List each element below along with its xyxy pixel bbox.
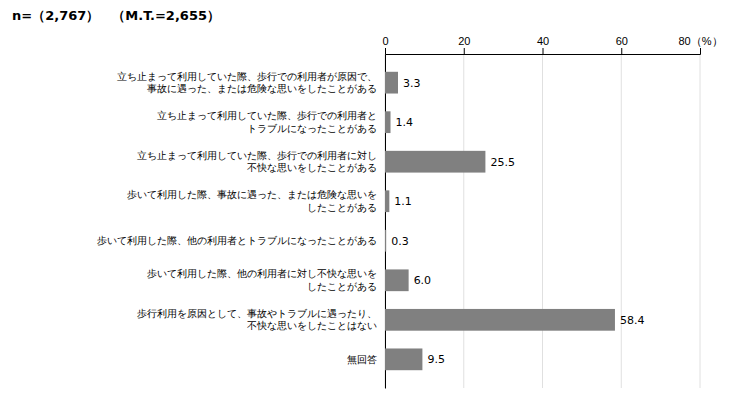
bar [385,230,386,252]
data-label: 58.4 [620,314,645,327]
bar [385,309,615,331]
tick: 80（%） [678,35,722,54]
bar [385,190,389,212]
tick-mark [700,48,701,54]
tick-mark [385,48,386,54]
data-label: 25.5 [490,156,515,169]
tick-mark [543,48,544,54]
category-label: 立ち止まって利用していた際、歩行での利用者に対し不快な思いをしたことがある [137,150,377,174]
bar [385,269,409,291]
axis-line [386,48,701,55]
tick-label: 40 [537,35,549,47]
category-label: 立ち止まって利用していた際、歩行での利用者とトラブルになったことがある [157,110,377,133]
data-label: 6.0 [414,274,432,287]
tick: 歩いて利用した際、他の利用者とトラブルになったことがある [97,235,385,246]
tick-label: 0 [382,35,388,47]
data-label: 9.5 [427,353,445,366]
data-label: 1.4 [396,116,414,129]
tick: 0 [382,35,388,54]
data-labels: 3.3 1.4 25.5 1.1 0.3 6.0 58.4 9.5 [391,77,644,367]
tick-label: 60 [616,35,628,47]
tick: 歩行利用を原因として、事故やトラブルに遇ったり、不快な思いをしたことはない [137,308,385,332]
bar [385,72,398,94]
plot-area: 0 20 40 60 80（%） 立ち止まって利用していた際、歩行での利用者が原因で、事故… [97,35,723,389]
data-label: 1.1 [394,195,412,208]
tick-label: 20 [458,35,470,47]
category-label: 無回答 [347,354,377,365]
y-axis: 立ち止まって利用していた際、歩行での利用者が原因で、事故に遇った、または危険な思… [97,55,386,389]
chart: 0 20 40 60 80（%） 立ち止まって利用していた際、歩行での利用者が原因で、事故… [0,0,740,400]
tick: 20 [458,35,470,54]
tick: 立ち止まって利用していた際、歩行での利用者に対し不快な思いをしたことがある [137,150,385,174]
grid-line [463,54,464,388]
tick: 立ち止まって利用していた際、歩行での利用者とトラブルになったことがある [157,110,385,133]
tick: 歩いて利用した際、他の利用者に対し不快な思いをしたことがある [147,268,385,292]
tick: 無回答 [347,354,385,365]
axis-line [385,55,386,389]
x-axis: 0 20 40 60 80（%） [382,35,722,55]
category-label: 歩いて利用した際、他の利用者に対し不快な思いをしたことがある [147,268,377,292]
grid-line [700,54,701,388]
tick-mark [621,48,622,54]
tick: 60 [616,35,628,54]
category-label: 立ち止まって利用していた際、歩行での利用者が原因で、事故に遇った、または危険な思… [117,71,377,95]
grid-line [621,54,622,388]
tick-mark [464,48,465,54]
title: n=（2,767） （M.T.=2,655） [12,8,220,23]
bar [385,151,485,173]
tick: 歩いて利用した際、事故に遇った、または危険な思いをしたことがある [127,189,385,213]
tick: 40 [537,35,549,54]
category-label: 歩行利用を原因として、事故やトラブルに遇ったり、不快な思いをしたことはない [137,308,377,332]
category-label: 歩いて利用した際、事故に遇った、または危険な思いをしたことがある [127,189,377,213]
tick-label: 80（%） [678,35,722,47]
grid-line [385,54,386,388]
data-label: 3.3 [403,77,421,90]
grid [385,54,700,388]
grid-line [542,54,543,388]
bar [385,348,422,370]
tick: 立ち止まって利用していた際、歩行での利用者が原因で、事故に遇った、または危険な思… [117,71,385,95]
bars [385,72,615,370]
category-label: 歩いて利用した際、他の利用者とトラブルになったことがある [97,235,377,246]
data-label: 0.3 [391,235,409,248]
bar [385,111,391,133]
